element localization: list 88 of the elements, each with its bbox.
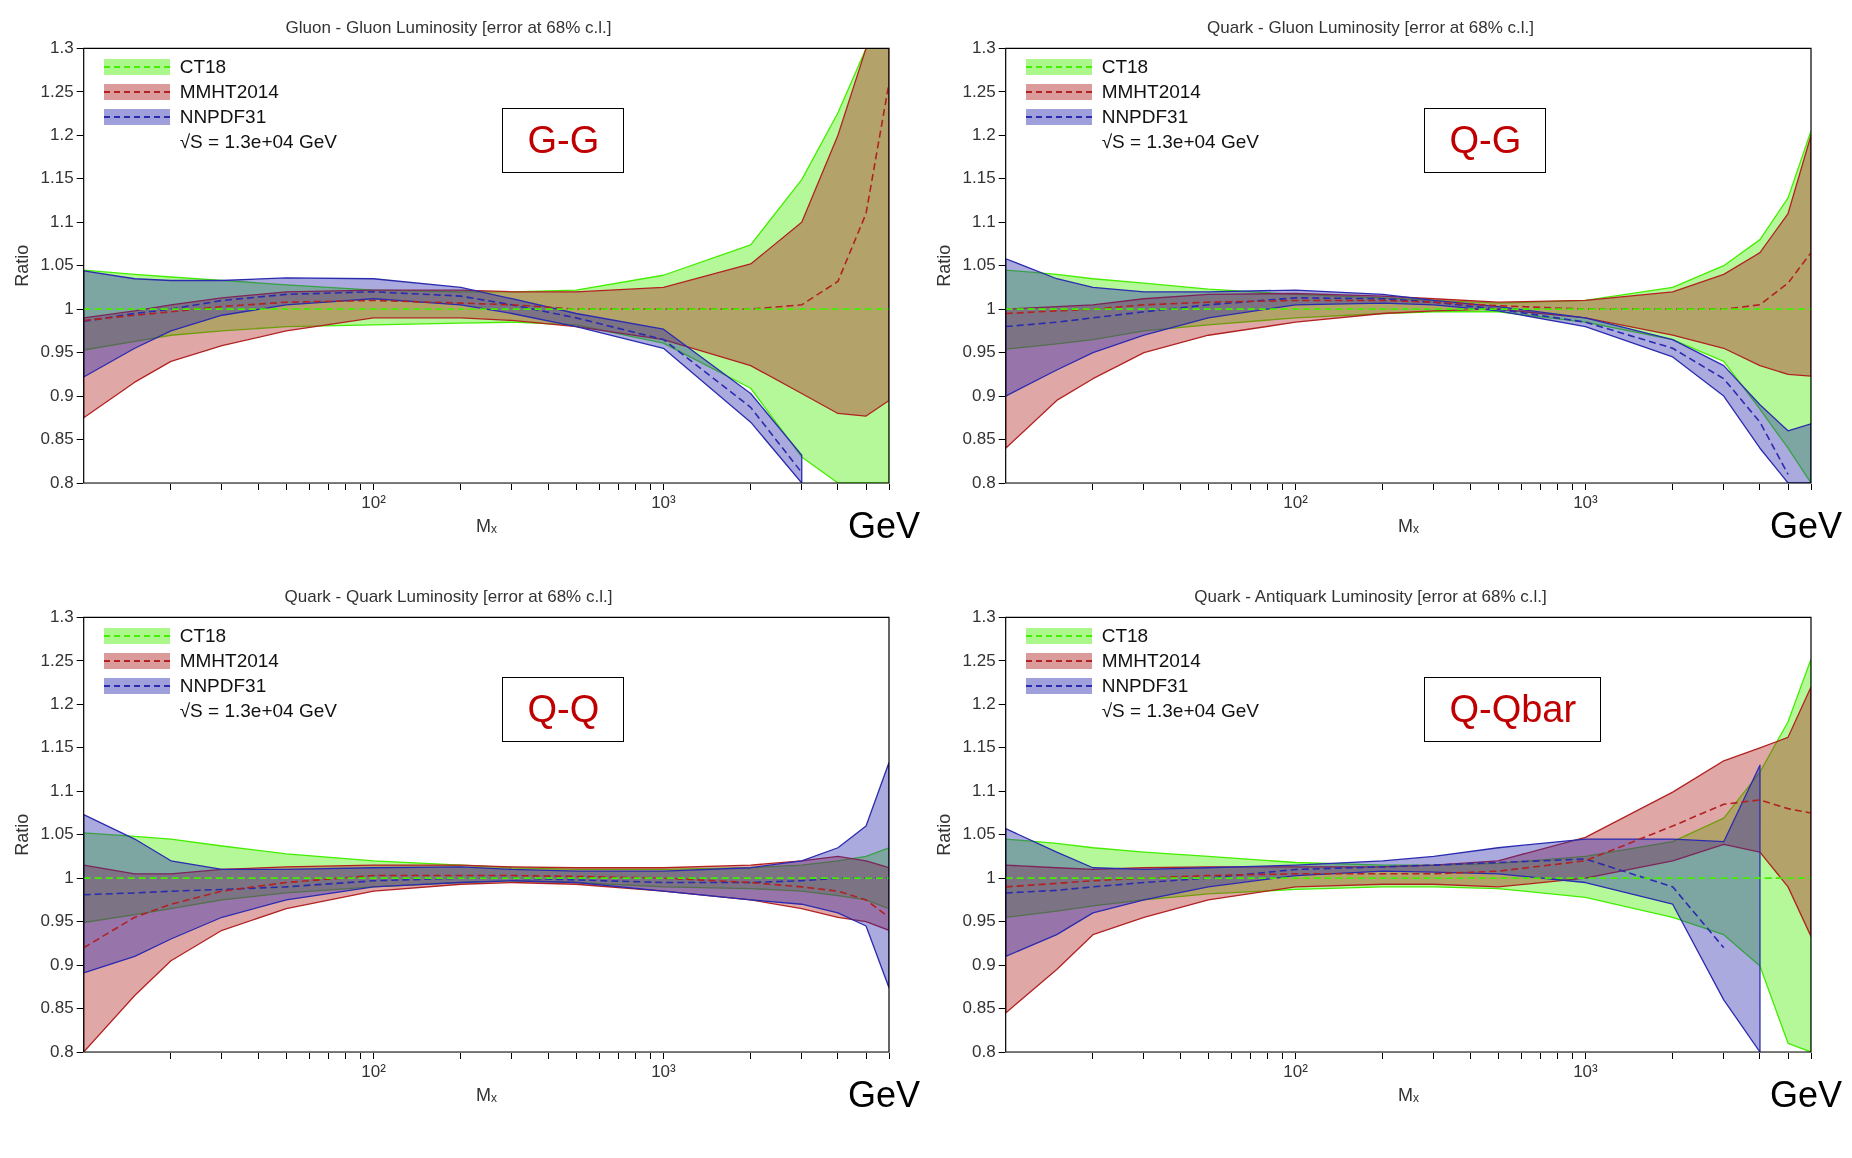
y-tick-label: 1.3 (972, 38, 996, 58)
y-tick-label: 1.25 (40, 650, 74, 670)
legend-label: CT18 (1101, 55, 1149, 80)
annotation: √S = 1.3e+04 GeV (179, 699, 337, 724)
y-tick-label: 1.05 (40, 824, 74, 844)
y-tick-label: 1.15 (40, 737, 74, 757)
y-tick-label: 1.15 (962, 737, 996, 757)
x-tick-label: 10² (361, 492, 387, 512)
y-tick-label: 0.95 (962, 911, 996, 931)
y-tick-label: 1 (986, 867, 996, 887)
legend-label: MMHT2014 (1101, 80, 1201, 105)
y-tick-label: 1.3 (50, 38, 74, 58)
text: GeV (847, 1074, 920, 1116)
x-tick-label: 10² (361, 1061, 387, 1081)
y-tick-label: 1.25 (962, 650, 996, 670)
y-tick-label: 0.85 (962, 429, 996, 449)
legend-label: CT18 (179, 55, 227, 80)
y-tick-label: 0.95 (40, 342, 74, 362)
y-axis-title: Ratio (933, 813, 954, 856)
y-tick-label: 0.8 (50, 472, 74, 492)
y-tick-label: 1 (64, 298, 74, 318)
y-tick-label: 0.85 (962, 998, 996, 1018)
x-tick-label: 10³ (651, 1061, 677, 1081)
y-tick-label: 0.95 (40, 911, 74, 931)
x-axis-title: Mₓ (1397, 516, 1419, 537)
y-tick-label: 0.9 (50, 385, 74, 405)
legend-label: NNPDF31 (1101, 105, 1189, 130)
legend-label: MMHT2014 (1101, 649, 1201, 674)
legend-label: NNPDF31 (179, 105, 267, 130)
y-tick-label: 1.2 (972, 694, 996, 714)
y-tick-label: 0.8 (972, 1041, 996, 1061)
x-axis-title: Mₓ (475, 516, 497, 537)
y-tick-label: 1.05 (962, 824, 996, 844)
chart-title: Gluon - Gluon Luminosity [error at 68% c.l.] (285, 17, 612, 37)
y-tick-label: 0.8 (972, 472, 996, 492)
y-tick-label: 1.2 (50, 694, 74, 714)
x-tick-label: 10³ (1573, 1061, 1599, 1081)
annotation: √S = 1.3e+04 GeV (179, 130, 337, 155)
y-axis-title: Ratio (11, 813, 32, 856)
x-tick-label: 10³ (1573, 492, 1599, 512)
y-tick-label: 1.1 (972, 780, 996, 800)
x-axis-title: Mₓ (475, 1085, 497, 1106)
annotation: Q-G (1424, 108, 1547, 174)
annotation: Q-Q (502, 677, 625, 743)
y-tick-label: 0.9 (972, 954, 996, 974)
legend-label: MMHT2014 (179, 80, 279, 105)
chart-title: Quark - Gluon Luminosity [error at 68% c.l.] (1207, 17, 1534, 37)
y-tick-label: 1.3 (50, 607, 74, 627)
y-tick-label: 1.3 (972, 607, 996, 627)
legend-label: CT18 (179, 624, 227, 649)
y-tick-label: 1.15 (40, 168, 74, 188)
annotation: √S = 1.3e+04 GeV (1101, 699, 1259, 724)
y-tick-label: 1.2 (50, 125, 74, 145)
annotation: √S = 1.3e+04 GeV (1101, 130, 1259, 155)
y-tick-label: 1.05 (962, 255, 996, 275)
text: GeV (847, 505, 920, 547)
x-tick-label: 10² (1283, 1061, 1309, 1081)
y-axis-title: Ratio (933, 244, 954, 287)
y-tick-label: 1.1 (972, 211, 996, 231)
y-tick-label: 1.15 (962, 168, 996, 188)
annotation: G-G (502, 108, 625, 174)
text: GeV (1769, 505, 1842, 547)
chart-title: Quark - Antiquark Luminosity [error at 68% c.l.] (1194, 586, 1547, 606)
y-tick-label: 0.8 (50, 1041, 74, 1061)
y-tick-label: 1.1 (50, 780, 74, 800)
y-tick-label: 1.25 (962, 81, 996, 101)
x-tick-label: 10² (1283, 492, 1309, 512)
legend-label: CT18 (1101, 624, 1149, 649)
annotation: Q-Qbar (1424, 677, 1602, 743)
y-axis-title: Ratio (11, 244, 32, 287)
chart-title: Quark - Quark Luminosity [error at 68% c.l.] (284, 586, 613, 606)
x-axis-title: Mₓ (1397, 1085, 1419, 1106)
y-tick-label: 0.95 (962, 342, 996, 362)
y-tick-label: 0.9 (50, 954, 74, 974)
legend-label: NNPDF31 (179, 674, 267, 699)
text: GeV (1769, 1074, 1842, 1116)
legend-label: MMHT2014 (179, 649, 279, 674)
y-tick-label: 1.05 (40, 255, 74, 275)
legend-label: NNPDF31 (1101, 674, 1189, 699)
y-tick-label: 0.9 (972, 385, 996, 405)
y-tick-label: 1.25 (40, 81, 74, 101)
y-tick-label: 1.2 (972, 125, 996, 145)
x-tick-label: 10³ (651, 492, 677, 512)
y-tick-label: 0.85 (40, 429, 74, 449)
y-tick-label: 1 (64, 867, 74, 887)
y-tick-label: 1.1 (50, 211, 74, 231)
y-tick-label: 1 (986, 298, 996, 318)
y-tick-label: 0.85 (40, 998, 74, 1018)
